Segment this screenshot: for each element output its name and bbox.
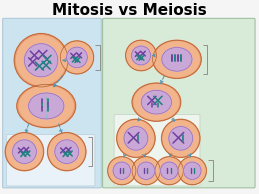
Ellipse shape — [62, 42, 92, 73]
Text: Mitosis vs Meiosis: Mitosis vs Meiosis — [52, 3, 207, 18]
FancyBboxPatch shape — [114, 114, 200, 186]
Ellipse shape — [162, 48, 192, 71]
Ellipse shape — [155, 157, 183, 185]
Ellipse shape — [7, 134, 42, 169]
Ellipse shape — [179, 158, 205, 184]
Ellipse shape — [14, 34, 68, 87]
Ellipse shape — [169, 126, 193, 150]
Ellipse shape — [132, 83, 181, 121]
Ellipse shape — [55, 140, 79, 164]
Ellipse shape — [49, 134, 84, 169]
FancyBboxPatch shape — [6, 134, 95, 186]
Ellipse shape — [5, 133, 44, 171]
Ellipse shape — [28, 93, 64, 119]
Ellipse shape — [133, 158, 159, 184]
Ellipse shape — [141, 90, 171, 114]
Ellipse shape — [184, 162, 201, 179]
Ellipse shape — [47, 133, 86, 171]
Ellipse shape — [126, 40, 156, 71]
Ellipse shape — [153, 40, 201, 78]
Ellipse shape — [108, 157, 136, 185]
Ellipse shape — [124, 126, 148, 150]
Ellipse shape — [24, 44, 58, 77]
Ellipse shape — [132, 157, 160, 185]
FancyBboxPatch shape — [103, 18, 255, 188]
Ellipse shape — [138, 162, 155, 179]
Ellipse shape — [113, 162, 131, 179]
Ellipse shape — [118, 121, 154, 156]
Ellipse shape — [60, 41, 94, 74]
Ellipse shape — [132, 46, 150, 65]
Ellipse shape — [161, 162, 178, 179]
FancyBboxPatch shape — [3, 18, 101, 188]
Ellipse shape — [117, 119, 155, 157]
Ellipse shape — [67, 47, 87, 68]
Ellipse shape — [127, 42, 155, 69]
Ellipse shape — [155, 42, 199, 77]
Ellipse shape — [109, 158, 135, 184]
Ellipse shape — [156, 158, 182, 184]
Ellipse shape — [17, 84, 76, 128]
Ellipse shape — [16, 36, 66, 85]
Ellipse shape — [12, 140, 36, 164]
Ellipse shape — [162, 119, 200, 157]
Ellipse shape — [163, 121, 198, 156]
Ellipse shape — [134, 85, 179, 120]
Ellipse shape — [19, 86, 73, 126]
Ellipse shape — [178, 157, 206, 185]
